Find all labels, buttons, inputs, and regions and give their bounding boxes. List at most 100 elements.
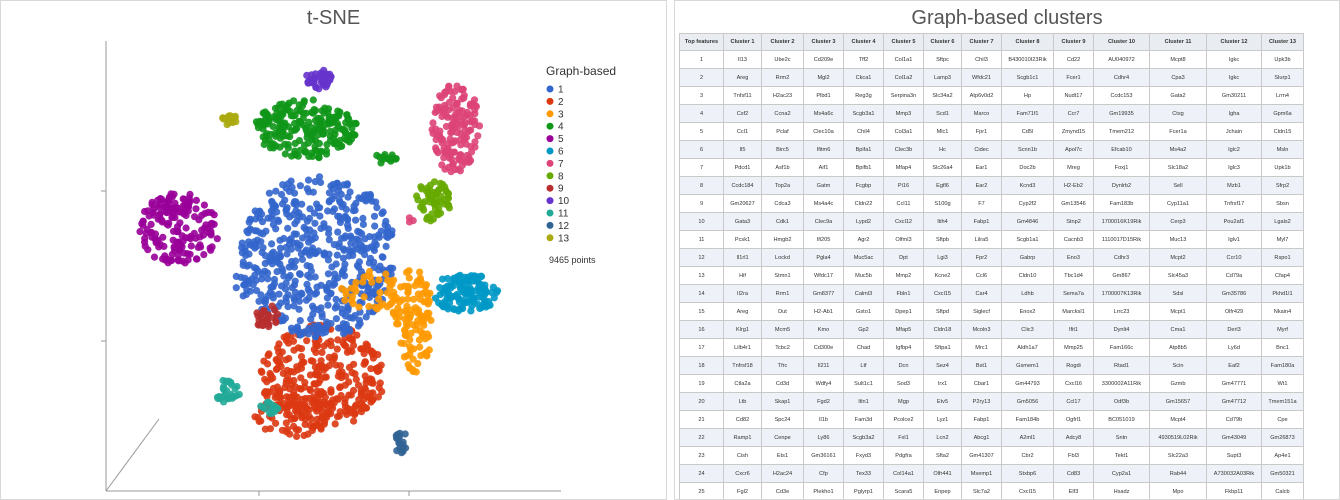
cell-point — [294, 403, 302, 411]
cell-point — [443, 294, 451, 302]
table-cell: Cldn10 — [1001, 266, 1054, 285]
cell-point — [275, 217, 283, 225]
cell-point — [365, 393, 373, 401]
cell-point — [282, 206, 290, 214]
cell-point — [319, 70, 327, 78]
cell-point — [274, 344, 282, 352]
table-cell: 1700016K19Rik — [1093, 212, 1150, 231]
cell-point — [306, 205, 314, 213]
cell-point — [136, 228, 144, 236]
table-cell: Birc5 — [761, 140, 804, 159]
cell-point — [416, 343, 424, 351]
cell-point — [245, 250, 253, 258]
cell-point — [333, 345, 341, 353]
table-cell: Ctsg — [1149, 104, 1207, 123]
table-cell: Hc — [923, 140, 962, 159]
cell-point — [457, 304, 465, 312]
cell-point — [409, 355, 417, 363]
cell-point — [318, 313, 326, 321]
table-cell: 22 — [679, 428, 724, 447]
cell-point — [444, 194, 452, 202]
cell-point — [174, 227, 182, 235]
table-cell: Aif1 — [803, 158, 844, 177]
cell-point — [252, 215, 260, 223]
cell-point — [295, 137, 304, 145]
table-cell: Zmynd15 — [1053, 122, 1094, 141]
table-cell: H2ac23 — [761, 86, 804, 105]
cell-point — [460, 121, 468, 129]
table-cell: Cpe — [1261, 410, 1304, 429]
table-cell: Il1b — [803, 410, 844, 429]
cell-point — [309, 96, 317, 104]
legend-swatch — [546, 97, 554, 105]
table-cell: Col3a1 — [883, 122, 924, 141]
cell-point — [370, 212, 379, 220]
table-cell: Msemp1 — [961, 464, 1002, 483]
cell-point — [366, 273, 374, 281]
panel-title: t-SNE — [306, 7, 361, 29]
cell-point — [471, 110, 479, 118]
table-cell: Gm5056 — [1001, 392, 1054, 411]
table-cell: Pdcd1 — [723, 158, 762, 177]
table-cell: Ldhb — [1001, 284, 1054, 303]
cell-point — [275, 290, 283, 298]
cell-point — [232, 118, 240, 126]
legend-swatch — [546, 197, 554, 205]
table-cell: Cidec — [961, 140, 1002, 159]
cell-point — [277, 363, 285, 371]
table-cell: 6 — [679, 140, 724, 159]
cell-point — [200, 224, 208, 232]
table-row: 12 Il1rl1 Lockd Pgla4 Muc5ac Dpt Lgi3 Fpr2 Gabrp… — [679, 248, 1304, 267]
cell-point — [420, 206, 428, 214]
table-cell: Gp2 — [843, 320, 884, 339]
table-cell: Stnp2 — [1053, 212, 1094, 231]
cell-point — [219, 385, 227, 393]
cell-point — [289, 112, 297, 120]
cell-point — [324, 301, 332, 309]
cell-point — [321, 104, 329, 112]
table-cell: Sfta2 — [923, 446, 962, 465]
table-cell: Il13 — [723, 50, 762, 69]
table-cell: Pkhd1l1 — [1261, 284, 1304, 303]
cell-point — [273, 310, 282, 318]
table-cell: Cma1 — [1149, 320, 1207, 339]
table-cell: 21 — [679, 410, 724, 429]
table-cell: Gpm6a — [1261, 104, 1304, 123]
cell-point — [171, 199, 179, 207]
cell-point — [314, 370, 322, 378]
cell-point — [397, 339, 405, 347]
cell-point — [231, 385, 239, 393]
cell-point — [311, 380, 319, 388]
cell-point — [269, 123, 277, 131]
table-cell: Sbsn — [1261, 194, 1304, 213]
table-cell: Il211 — [803, 356, 844, 375]
table-cell: Ms4a4c — [803, 194, 844, 213]
cell-point — [281, 285, 290, 293]
cell-point — [329, 134, 337, 142]
cell-point — [401, 326, 409, 334]
table-cell: Gsto1 — [843, 302, 884, 321]
cell-point — [332, 315, 340, 323]
cell-point — [452, 113, 460, 121]
cell-point — [192, 205, 200, 213]
table-cell: Mmp25 — [1053, 338, 1094, 357]
cell-point — [342, 119, 350, 127]
cell-point — [284, 224, 292, 232]
cell-point — [297, 385, 305, 393]
table-cell: Lockd — [761, 248, 804, 267]
cell-point — [443, 274, 452, 283]
cell-point — [382, 270, 390, 278]
cell-point — [296, 317, 304, 325]
table-cell: F7 — [961, 194, 1002, 213]
cell-point — [311, 273, 319, 281]
table-cell: Eno3 — [1053, 248, 1094, 267]
table-cell: Dcn — [883, 356, 924, 375]
table-cell: Asf1b — [761, 158, 804, 177]
table-cell: Slc7a2 — [961, 482, 1002, 499]
cell-point — [370, 233, 378, 241]
cell-point — [350, 417, 358, 425]
cell-point — [360, 360, 368, 368]
table-row: 11 Pcsk1 Hmgb2 Ifi205 Agr2 Olfml3 Sftpb Lilra5 S… — [679, 230, 1304, 249]
cell-point — [334, 187, 343, 195]
